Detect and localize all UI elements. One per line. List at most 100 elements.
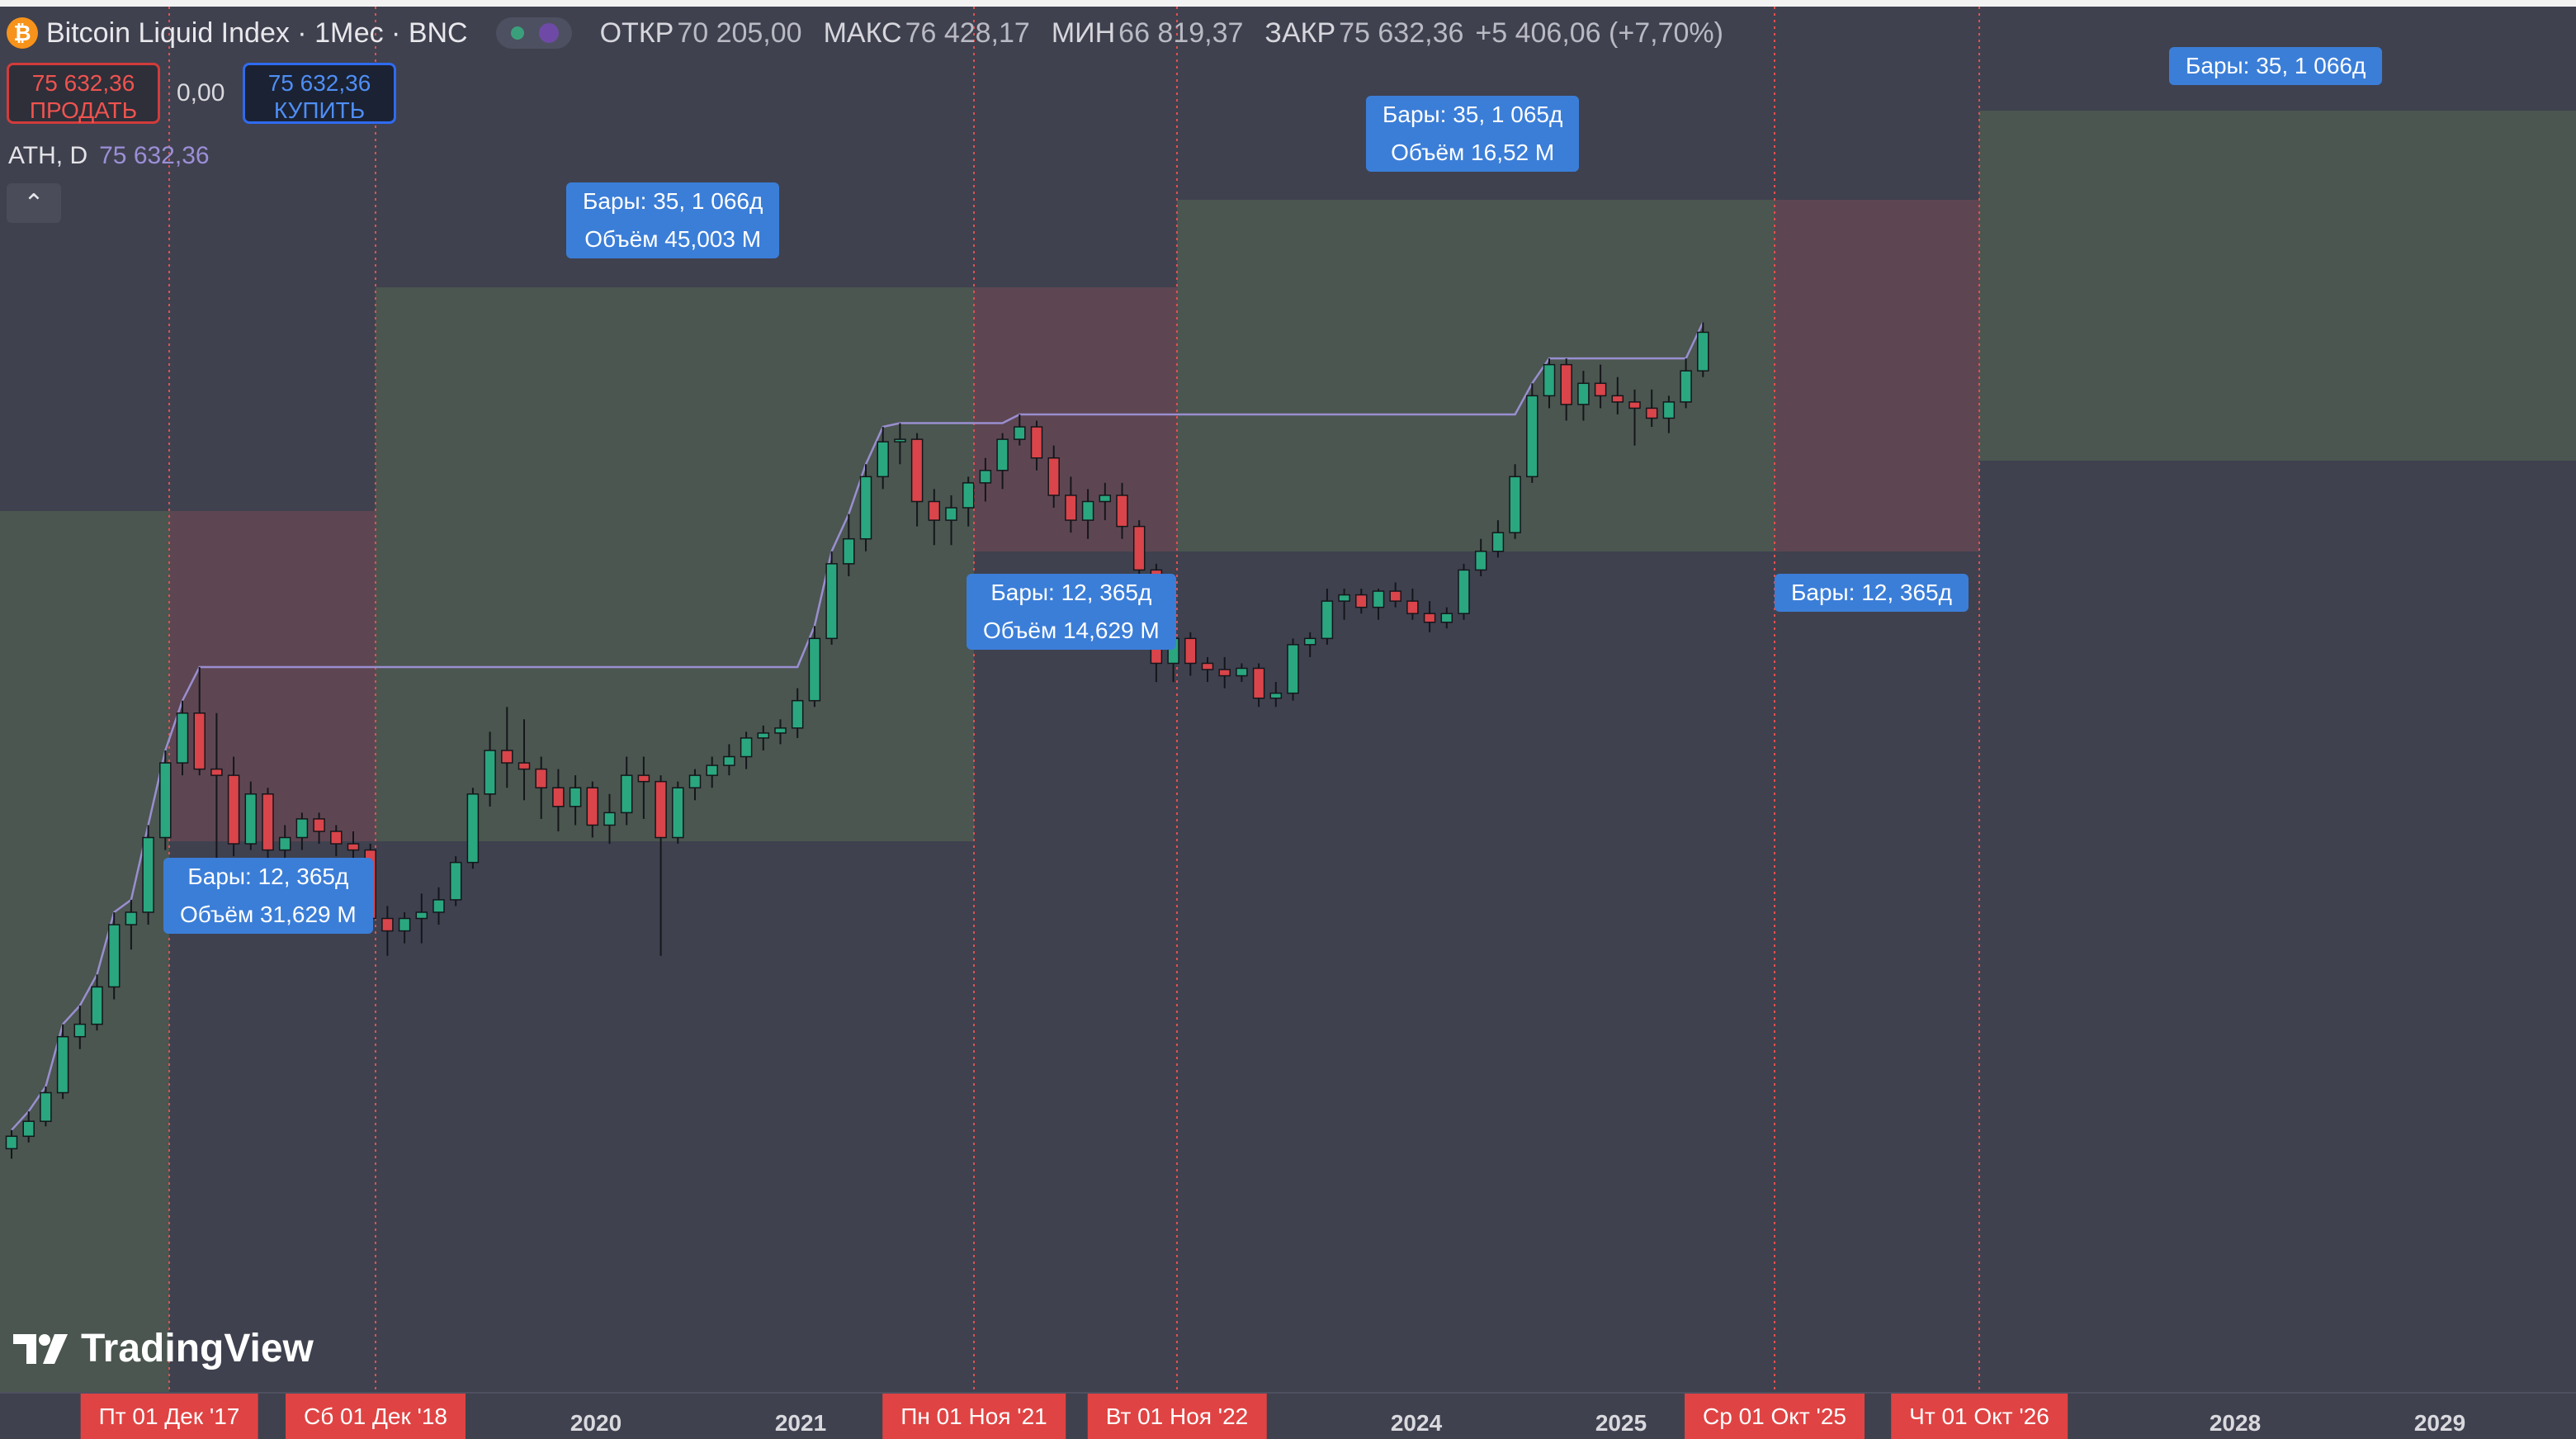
candle-down [227, 774, 240, 845]
date-marker[interactable]: Ср 01 Окт '25 [1685, 1394, 1865, 1439]
candle-up [723, 755, 735, 766]
candle-down [1047, 457, 1060, 496]
candle-up [5, 1135, 18, 1150]
zone-red-1 [169, 511, 376, 841]
status-toggle[interactable] [495, 17, 572, 49]
candle-up [415, 911, 428, 920]
candle-up [791, 699, 804, 729]
candle-up [843, 537, 855, 565]
indicator-value: 75 632,36 [99, 142, 210, 169]
range-tooltip[interactable]: Бары: 35, 1 066д Объём 45,003 M [566, 182, 780, 258]
symbol-title[interactable]: Bitcoin Liquid Index · 1Мес · BNC [46, 17, 468, 49]
low-label: МИН [1051, 17, 1116, 49]
date-marker[interactable]: Пн 01 Ноя '21 [882, 1394, 1066, 1439]
open-value: 70 205,00 [677, 17, 802, 49]
candle-up [1543, 363, 1556, 397]
candle-up [22, 1120, 35, 1138]
candle-up [1236, 667, 1248, 677]
tooltip-bars: Бары: 35, 1 066д [2186, 53, 2366, 78]
candle-up [91, 986, 103, 1025]
candle-up [859, 476, 872, 540]
buy-button[interactable]: 75 632,36 КУПИТЬ [243, 63, 396, 124]
high-label: МАКС [823, 17, 902, 49]
candle-up [1474, 551, 1487, 571]
candle-up [825, 563, 838, 640]
collapse-button[interactable]: ⌃ [7, 183, 61, 223]
candle-down [1611, 395, 1624, 403]
candle-down [1116, 495, 1128, 528]
sell-button[interactable]: 75 632,36 ПРОДАТЬ [7, 63, 160, 124]
candle-down [262, 793, 274, 851]
range-tooltip[interactable]: Бары: 35, 1 066д [2169, 47, 2383, 85]
candle-down [1645, 407, 1658, 419]
candle-down [1184, 637, 1197, 665]
status-dot-purple [538, 23, 559, 43]
tooltip-volume: Объём 16,52 M [1391, 140, 1555, 165]
buy-label: КУПИТЬ [273, 97, 366, 123]
high-value: 76 428,17 [905, 17, 1030, 49]
candle-down [1560, 363, 1572, 405]
candle-down [193, 712, 206, 770]
candle-down [1252, 667, 1265, 699]
candle-up [688, 774, 702, 788]
candle-down [910, 438, 924, 503]
candle-down [586, 787, 599, 826]
candle-up [808, 637, 821, 702]
range-tooltip[interactable]: Бары: 12, 365д [1775, 574, 1969, 612]
zone-green-1 [0, 511, 169, 1392]
time-axis[interactable]: Пт 01 Дек '17 Сб 01 Дек '18 2020 2021 Пн… [0, 1392, 2576, 1439]
open-label: ОТКР [599, 17, 674, 49]
candle-down [501, 750, 513, 764]
tooltip-bars: Бары: 35, 1 065д [1383, 102, 1563, 127]
candle-up [466, 793, 480, 864]
date-marker[interactable]: Сб 01 Дек '18 [285, 1394, 466, 1439]
tooltip-volume: Объём 31,629 M [180, 902, 357, 927]
candle-down [330, 831, 343, 845]
range-tooltip[interactable]: Бары: 12, 365д Объём 14,629 M [967, 574, 1176, 650]
candle-down [1423, 613, 1436, 623]
candle-up [1697, 331, 1709, 372]
status-dot-green [510, 26, 524, 40]
zone-green-4 [1979, 111, 2576, 461]
candle-down [1030, 426, 1043, 459]
axis-tick: 2024 [1390, 1410, 1443, 1436]
indicator-legend[interactable]: ATH, D 75 632,36 [8, 142, 210, 170]
date-marker[interactable]: Пт 01 Дек '17 [80, 1394, 258, 1439]
candle-up [1014, 426, 1026, 440]
candle-up [620, 774, 633, 814]
axis-tick: 2028 [2209, 1410, 2262, 1436]
bitcoin-icon[interactable]: ₿ [7, 17, 38, 49]
candle-up [1372, 590, 1385, 608]
zone-red-3 [1775, 200, 1979, 551]
candle-up [672, 787, 684, 839]
candle-down [313, 818, 325, 832]
candle-up [40, 1091, 52, 1122]
candle-down [347, 843, 360, 851]
candle-up [740, 737, 753, 758]
tooltip-volume: Объём 45,003 M [584, 226, 762, 252]
range-tooltip[interactable]: Бары: 35, 1 065д Объём 16,52 M [1366, 96, 1580, 172]
candle-up [295, 818, 309, 839]
candle-up [962, 482, 975, 509]
candle-down [535, 768, 547, 788]
price-chart[interactable] [0, 7, 2576, 1392]
candle-up [159, 762, 172, 839]
candle-up [1491, 532, 1505, 552]
candle-up [1303, 637, 1316, 646]
low-value: 66 819,37 [1118, 17, 1244, 49]
candle-down [518, 762, 531, 770]
tooltip-bars: Бары: 35, 1 066д [583, 188, 763, 214]
tooltip-volume: Объём 14,629 M [983, 618, 1160, 643]
buy-price: 75 632,36 [267, 70, 371, 96]
candle-up [1099, 495, 1112, 503]
tradingview-logo-icon [13, 1333, 68, 1364]
tradingview-logo[interactable]: TradingView [12, 1326, 314, 1371]
candle-up [1526, 395, 1539, 478]
candle-up [56, 1035, 69, 1094]
date-marker[interactable]: Чт 01 Окт '26 [1891, 1394, 2068, 1439]
candle-up [1440, 613, 1453, 623]
tooltip-bars: Бары: 12, 365д [187, 864, 349, 889]
range-tooltip[interactable]: Бары: 12, 365д Объём 31,629 M [163, 858, 373, 934]
date-marker[interactable]: Вт 01 Ноя '22 [1087, 1394, 1267, 1439]
